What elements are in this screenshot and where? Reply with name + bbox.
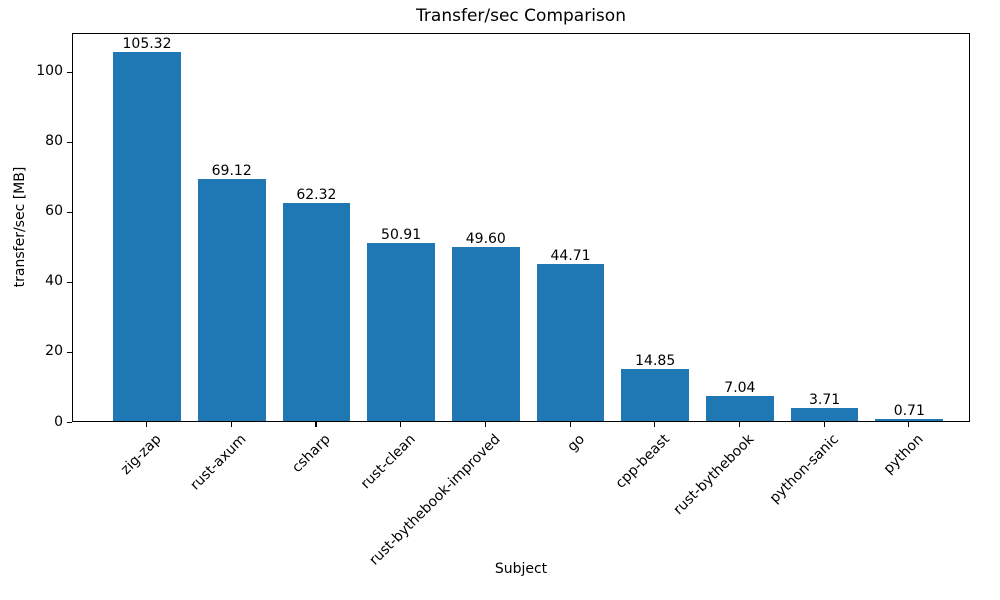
x-tick-label-cpp-beast: cpp-beast <box>612 431 673 492</box>
x-tick <box>484 422 486 427</box>
y-tick <box>67 281 72 283</box>
plot-area: 105.32 69.12 62.32 50.91 49.60 44.71 14.85 7.04… <box>72 33 970 422</box>
y-tick <box>67 141 72 143</box>
x-axis-label: Subject <box>494 561 548 577</box>
chart-title: Transfer/sec Comparison <box>416 6 626 26</box>
x-tick <box>315 422 317 427</box>
y-tick-label: 20 <box>45 343 63 360</box>
y-tick-label: 80 <box>45 133 63 150</box>
x-tick-label-rust-bythebook: rust-bythebook <box>670 431 758 519</box>
bar-csharp <box>282 202 351 421</box>
x-tick <box>400 422 402 427</box>
x-tick <box>654 422 656 427</box>
bar-value-label: 62.32 <box>296 186 337 203</box>
y-tick-label: 0 <box>54 413 63 430</box>
bar-rust-bythebook-improved <box>451 247 520 421</box>
bar-go <box>536 264 605 421</box>
bar-rust-bythebook <box>706 396 774 421</box>
bar-value-label: 105.32 <box>122 35 172 52</box>
bar-python <box>875 418 944 421</box>
x-tick <box>908 422 910 427</box>
y-tick <box>67 351 72 354</box>
x-tick-label-csharp: csharp <box>289 431 335 476</box>
bar-zig-zap <box>113 51 181 421</box>
y-axis-label: transfer/sec [MB] <box>12 166 28 288</box>
x-tick-label-zig-zap: zig-zap <box>117 431 165 478</box>
y-tick <box>67 71 72 73</box>
bar-value-label: 3.71 <box>809 391 841 408</box>
bar-cpp-beast <box>621 368 690 421</box>
bar-rust-axum <box>197 178 266 421</box>
bar-value-label: 44.71 <box>550 248 591 265</box>
x-tick <box>146 422 148 427</box>
x-tick-label-go: go <box>564 431 589 455</box>
bar-python-sanic <box>790 408 859 421</box>
y-tick <box>67 211 72 213</box>
bar-value-label: 7.04 <box>724 380 756 397</box>
bar-value-label: 49.60 <box>465 231 506 248</box>
x-tick <box>823 422 825 427</box>
x-tick-label-python-sanic: python-sanic <box>767 431 843 507</box>
x-tick-label-python: python <box>880 431 927 478</box>
y-tick-label: 60 <box>45 203 63 220</box>
bar-rust-clean <box>367 242 435 421</box>
bar-value-label: 69.12 <box>211 162 252 179</box>
y-tick-label: 100 <box>36 63 63 80</box>
x-tick-label-rust-axum: rust-axum <box>187 431 250 494</box>
y-tick-label: 40 <box>45 273 63 290</box>
bar-value-label: 0.71 <box>893 402 925 419</box>
x-tick <box>738 422 741 427</box>
x-tick <box>230 422 232 427</box>
bar-value-label: 14.85 <box>635 352 676 369</box>
y-tick <box>67 422 72 424</box>
x-tick <box>569 422 571 427</box>
bar-value-label: 50.91 <box>381 226 422 243</box>
x-tick-label-rust-clean: rust-clean <box>357 431 419 493</box>
